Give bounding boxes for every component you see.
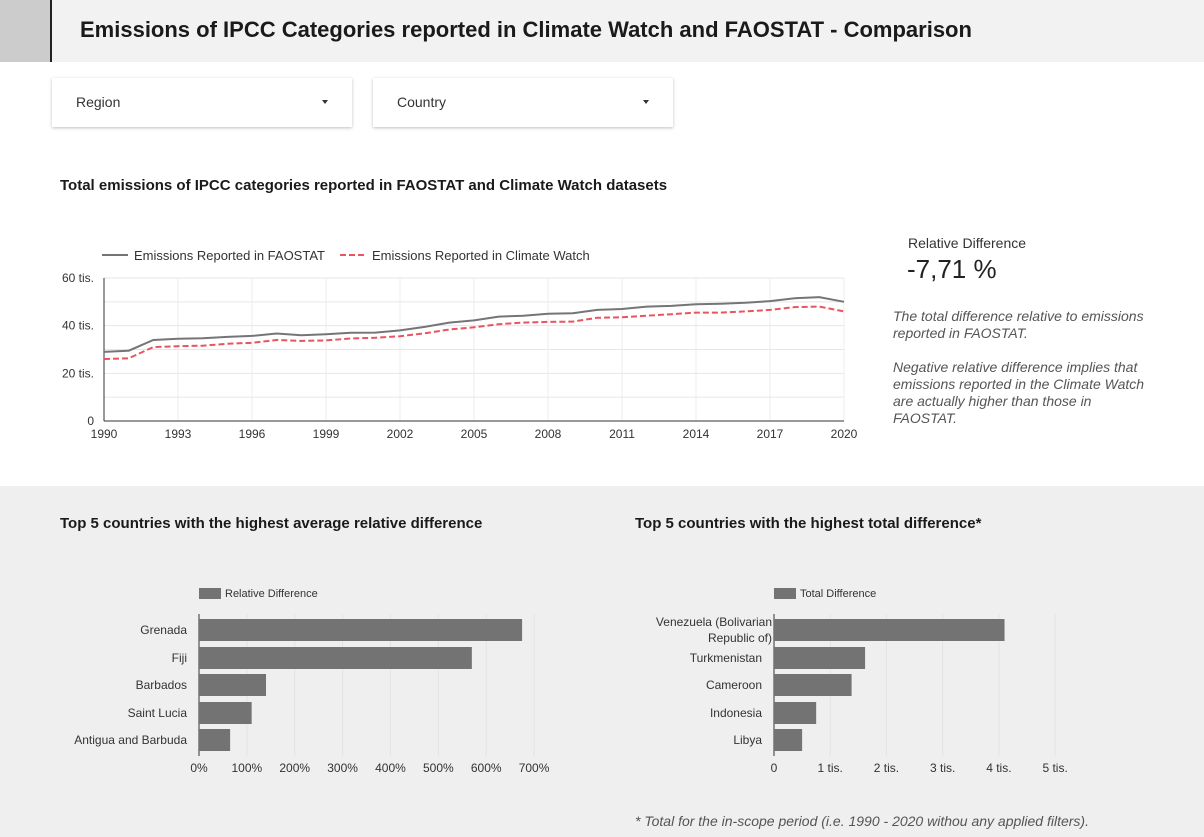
x-tick-label: 100%: [232, 761, 263, 775]
region-dropdown-label: Region: [76, 94, 121, 110]
x-tick-label: 2020: [831, 427, 858, 441]
bar: [774, 729, 803, 751]
x-tick-label: 2017: [757, 427, 784, 441]
x-tick-label: 0%: [190, 761, 208, 775]
kpi-note-total: The total difference relative to emissio…: [893, 308, 1144, 341]
category-label: Grenada: [140, 623, 187, 637]
x-tick-label: 0: [771, 761, 778, 775]
y-tick-label: 60 tis.: [62, 271, 94, 285]
kpi-label: Relative Difference: [908, 235, 1027, 251]
category-label: Saint Lucia: [128, 706, 188, 720]
x-tick-label: 2002: [387, 427, 414, 441]
x-tick-label: 4 tis.: [986, 761, 1011, 775]
header-accent: [0, 0, 50, 62]
x-tick-label: 2005: [461, 427, 488, 441]
page-title: Emissions of IPCC Categories reported in…: [80, 17, 972, 42]
line-chart: 0 20 tis. 40 tis. 60 tis. 1990 1993 1996 1999 20…: [62, 248, 858, 441]
bar: [774, 702, 817, 724]
y-tick-label: 40 tis.: [62, 319, 94, 333]
footnote: * Total for the in-scope period (i.e. 19…: [635, 813, 1089, 829]
caret-down-icon: [322, 100, 328, 104]
bar: [199, 619, 523, 641]
x-tick-label: 3 tis.: [930, 761, 955, 775]
x-tick-label: 2 tis.: [874, 761, 899, 775]
bar: [774, 619, 1005, 641]
line-chart-title: Total emissions of IPCC categories repor…: [60, 177, 668, 194]
x-tick-label: 1993: [165, 427, 192, 441]
legend-label: Total Difference: [800, 588, 876, 600]
x-tick-label: 2014: [683, 427, 710, 441]
total-bar-chart-title: Top 5 countries with the highest total d…: [635, 515, 982, 532]
x-tick-label: 600%: [471, 761, 502, 775]
x-tick-label: 400%: [375, 761, 406, 775]
bar: [199, 674, 267, 696]
legend-label: Relative Difference: [225, 588, 318, 600]
category-label: Fiji: [172, 651, 187, 665]
legend-label: Emissions Reported in FAOSTAT: [134, 248, 325, 263]
legend-swatch: [774, 588, 796, 599]
caret-down-icon: [643, 100, 649, 104]
category-label: Libya: [733, 733, 762, 747]
category-label: Cameroon: [706, 678, 762, 692]
relative-difference-bar-chart: 0% 100% 200% 300% 400% 500% 600% 700% Grenada Fij…: [74, 588, 550, 775]
x-tick-label: 500%: [423, 761, 454, 775]
x-tick-label: 1996: [239, 427, 266, 441]
x-tick-label: 300%: [327, 761, 358, 775]
category-label: Venezuela (Bolivarian: [656, 615, 772, 629]
relative-bar-chart-title: Top 5 countries with the highest average…: [60, 515, 483, 532]
legend-label: Emissions Reported in Climate Watch: [372, 248, 590, 263]
x-tick-label: 200%: [279, 761, 310, 775]
category-label: Antigua and Barbuda: [74, 733, 187, 747]
y-tick-label: 20 tis.: [62, 366, 94, 380]
kpi-value: -7,71 %: [907, 254, 997, 284]
category-label: Turkmenistan: [690, 651, 762, 665]
bar: [774, 647, 866, 669]
region-dropdown[interactable]: Region: [52, 78, 352, 127]
series-line-climate-watch: [103, 305, 845, 360]
x-tick-label: 700%: [519, 761, 550, 775]
x-tick-label: 2008: [535, 427, 562, 441]
legend-swatch: [199, 588, 221, 599]
country-dropdown-label: Country: [397, 94, 447, 110]
country-dropdown[interactable]: Country: [373, 78, 673, 127]
total-difference-bar-chart: 0 1 tis. 2 tis. 3 tis. 4 tis. 5 tis. Venezuela…: [656, 588, 1068, 775]
x-tick-label: 2011: [609, 427, 635, 441]
x-tick-label: 1999: [313, 427, 340, 441]
category-label: Republic of): [708, 631, 772, 645]
series-line-faostat: [103, 296, 845, 353]
category-label: Barbados: [136, 678, 187, 692]
bar: [199, 729, 231, 751]
bar: [199, 647, 472, 669]
x-tick-label: 5 tis.: [1042, 761, 1067, 775]
category-label: Indonesia: [710, 706, 762, 720]
y-tick-label: 0: [87, 414, 94, 428]
header-bar: Emissions of IPCC Categories reported in…: [0, 0, 1204, 62]
x-tick-label: 1 tis.: [818, 761, 843, 775]
header-divider: [50, 0, 52, 62]
kpi-note-negative: Negative relative difference implies tha…: [893, 359, 1145, 426]
x-tick-label: 1990: [91, 427, 118, 441]
bar: [199, 702, 252, 724]
bar: [774, 674, 852, 696]
